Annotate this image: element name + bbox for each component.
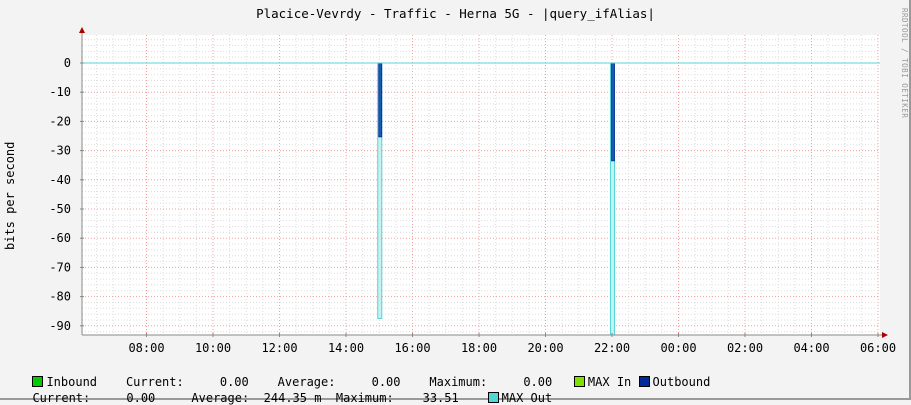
y-tick-label: -10: [49, 85, 71, 99]
x-axis-arrow: [882, 332, 888, 338]
outbound-maximum: 33.51: [422, 391, 459, 405]
x-tick-label: 00:00: [660, 341, 696, 355]
y-tick-label: -50: [49, 202, 71, 216]
inbound-average-label: Average:: [277, 375, 336, 389]
x-tick-label: 08:00: [128, 341, 164, 355]
legend-max-in: MAX In: [587, 375, 632, 389]
y-tick-label: -60: [49, 231, 71, 245]
x-tick-label: 20:00: [527, 341, 563, 355]
x-tick-label: 22:00: [594, 341, 630, 355]
legend-outbound: Outbound: [652, 375, 711, 389]
y-tick-label: -40: [49, 173, 71, 187]
y-tick-label: -30: [49, 144, 71, 158]
outbound-current-label: Current:: [32, 391, 91, 405]
watermark: RRDTOOL / TOBI OETIKER: [900, 8, 909, 119]
x-tick-label: 04:00: [793, 341, 829, 355]
outbound-spike: [611, 62, 615, 162]
x-tick-label: 06:00: [860, 341, 896, 355]
outbound-current: 0.00: [126, 391, 156, 405]
inbound-maximum-label: Maximum:: [429, 375, 488, 389]
inbound-current-label: Current:: [125, 375, 184, 389]
inbound-average: 0.00: [371, 375, 401, 389]
legend-swatch-max-out: [487, 392, 499, 403]
legend-swatch-outbound: [638, 376, 650, 387]
x-tick-label: 14:00: [328, 341, 364, 355]
legend-max-out: MAX Out: [501, 391, 553, 405]
legend-inbound: Inbound: [46, 375, 98, 389]
x-tick-label: 02:00: [727, 341, 763, 355]
outbound-average: 244.35 m: [263, 391, 322, 405]
y-tick-label: -70: [49, 260, 71, 274]
legend-swatch-inbound: [32, 376, 44, 387]
chart-title: Placice-Vevrdy - Traffic - Herna 5G - |q…: [256, 6, 655, 21]
plot-background: [82, 35, 880, 335]
y-tick-label: -90: [49, 319, 71, 333]
legend-row-2: Current: 0.00 Average: 244.35 m Maximum:…: [18, 377, 552, 405]
outbound-maximum-label: Maximum:: [335, 391, 394, 405]
x-tick-label: 12:00: [261, 341, 297, 355]
x-tick-label: 10:00: [195, 341, 231, 355]
inbound-maximum: 0.00: [523, 375, 553, 389]
legend-swatch-max-in: [573, 376, 585, 387]
y-tick-label: -20: [49, 114, 71, 128]
outbound-average-label: Average:: [191, 391, 250, 405]
y-axis-arrow: [79, 27, 85, 33]
legend-row-1: Inbound Current: 0.00 Average: 0.00 Maxi…: [18, 361, 710, 389]
x-tick-label: 18:00: [461, 341, 497, 355]
y-tick-label: -80: [49, 290, 71, 304]
outbound-spike: [378, 62, 383, 138]
y-tick-label: 0: [64, 56, 71, 70]
x-tick-label: 16:00: [394, 341, 430, 355]
inbound-current: 0.00: [219, 375, 249, 389]
